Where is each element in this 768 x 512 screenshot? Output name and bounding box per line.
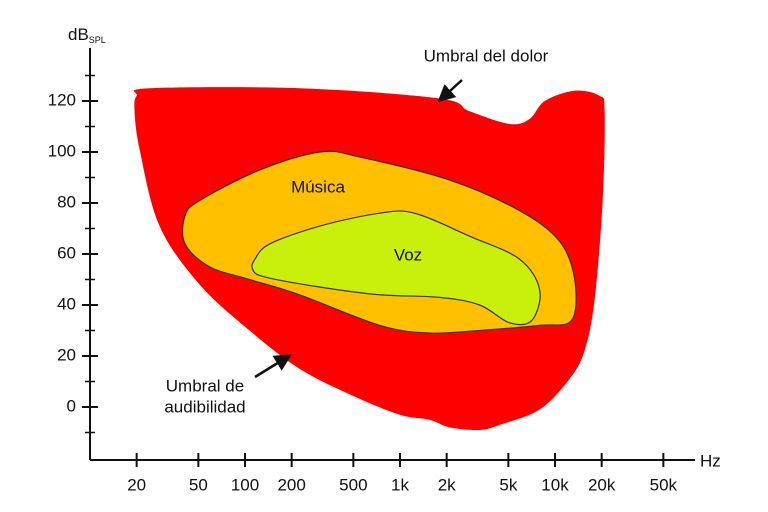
x-tick-label: 1k <box>391 475 409 494</box>
region <box>251 210 541 326</box>
x-tick-label: 100 <box>231 475 259 494</box>
annotation: Umbral de <box>166 376 244 395</box>
annotation-arrow <box>437 79 463 103</box>
annotation-arrow <box>254 354 292 379</box>
regions: Música Voz <box>133 87 605 431</box>
x-tick-label: 200 <box>277 475 305 494</box>
x-tick-label: 2k <box>438 475 456 494</box>
y-tick-label: 100 <box>48 141 76 160</box>
y-axis-label: dBSPL <box>68 25 106 45</box>
y-tick-label: 40 <box>57 294 76 313</box>
y-tick-label: 0 <box>67 396 76 415</box>
x-tick-label: 500 <box>339 475 367 494</box>
x-tick-label: 50k <box>650 475 678 494</box>
y-tick-label: 120 <box>48 90 76 109</box>
annotation: audibilidad <box>164 397 245 416</box>
x-tick-label: 20k <box>588 475 616 494</box>
y-tick-label: 20 <box>57 345 76 364</box>
x-tick-label: 50 <box>189 475 208 494</box>
x-tick-label: 10k <box>541 475 569 494</box>
x-tick-label: 20 <box>127 475 146 494</box>
x-tick-label: 5k <box>499 475 517 494</box>
x-axis-label: Hz <box>700 451 721 470</box>
region-label: Voz <box>394 245 422 264</box>
region-label: Música <box>291 177 345 196</box>
y-tick-label: 80 <box>57 192 76 211</box>
annotation: Umbral del dolor <box>424 46 549 65</box>
y-tick-label: 60 <box>57 243 76 262</box>
